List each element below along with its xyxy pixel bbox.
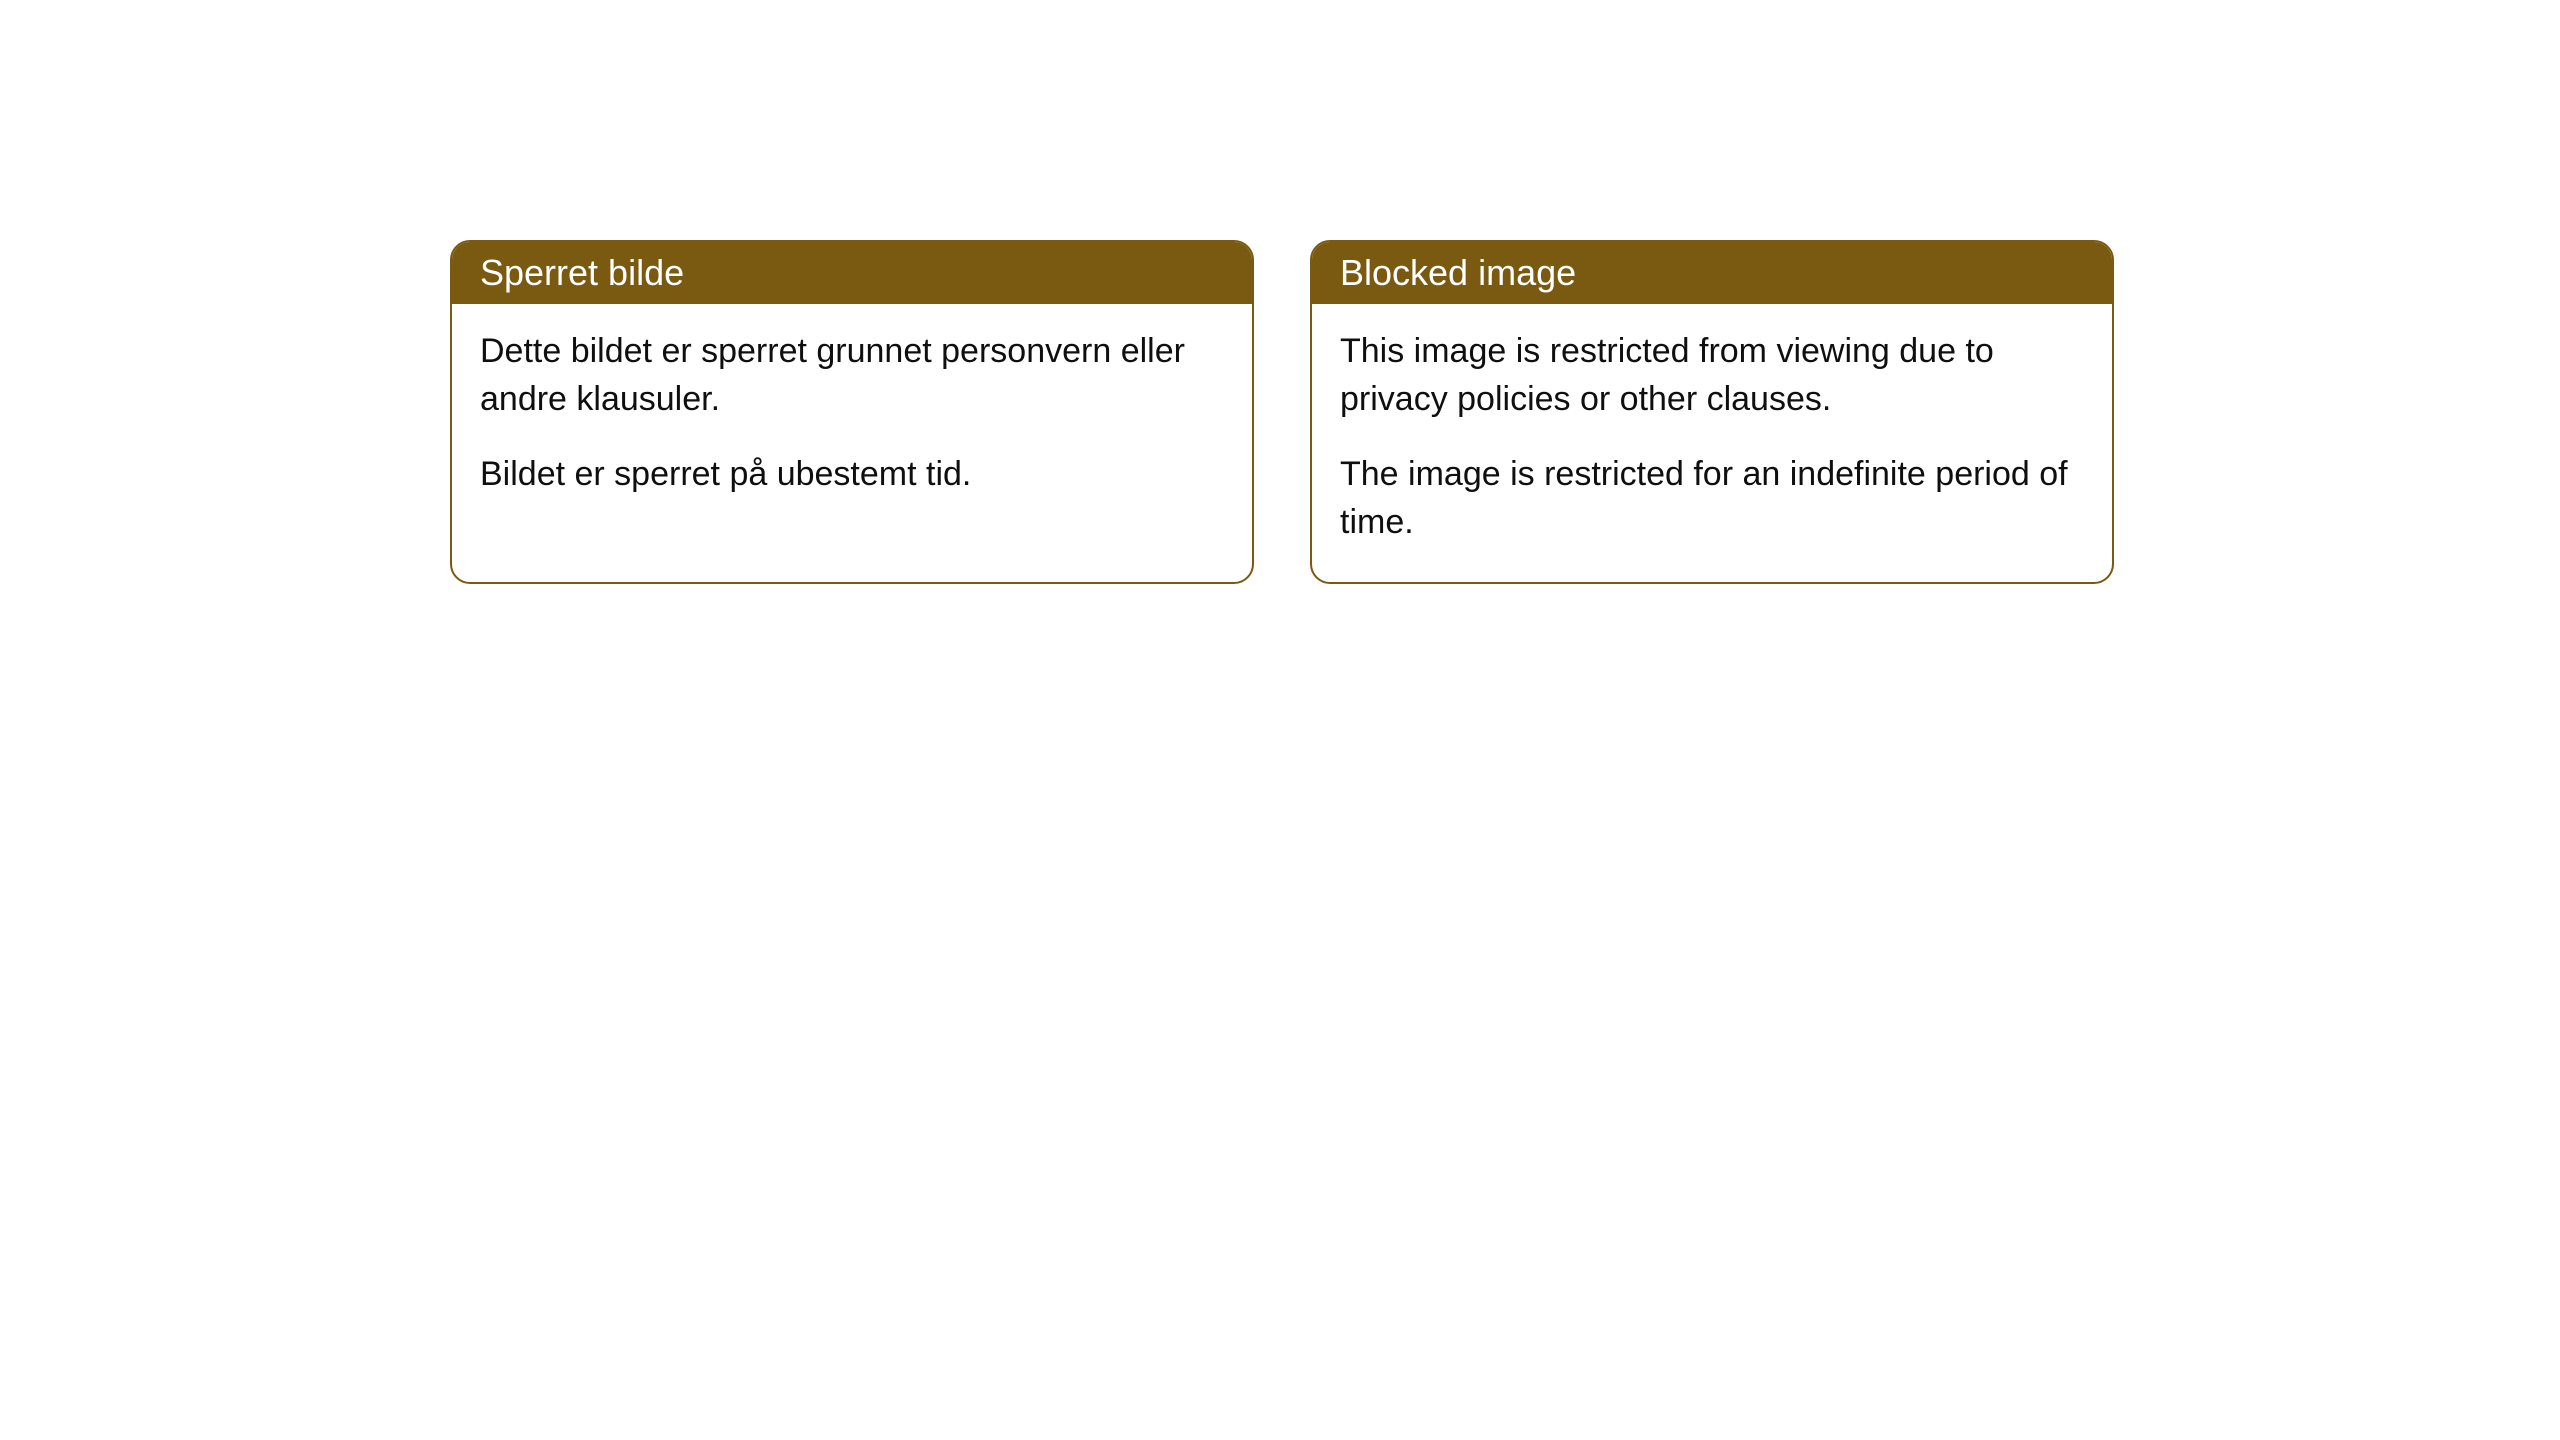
card-body-english: This image is restricted from viewing du… — [1312, 304, 2112, 582]
card-header-english: Blocked image — [1312, 242, 2112, 304]
card-paragraph-english-1: This image is restricted from viewing du… — [1340, 328, 2084, 423]
card-paragraph-english-2: The image is restricted for an indefinit… — [1340, 451, 2084, 546]
notice-card-norwegian: Sperret bilde Dette bildet er sperret gr… — [450, 240, 1254, 584]
notice-cards-container: Sperret bilde Dette bildet er sperret gr… — [450, 240, 2560, 584]
card-title-norwegian: Sperret bilde — [480, 252, 684, 293]
card-body-norwegian: Dette bildet er sperret grunnet personve… — [452, 304, 1252, 535]
notice-card-english: Blocked image This image is restricted f… — [1310, 240, 2114, 584]
card-header-norwegian: Sperret bilde — [452, 242, 1252, 304]
card-paragraph-norwegian-2: Bildet er sperret på ubestemt tid. — [480, 451, 1224, 499]
card-title-english: Blocked image — [1340, 252, 1576, 293]
card-paragraph-norwegian-1: Dette bildet er sperret grunnet personve… — [480, 328, 1224, 423]
